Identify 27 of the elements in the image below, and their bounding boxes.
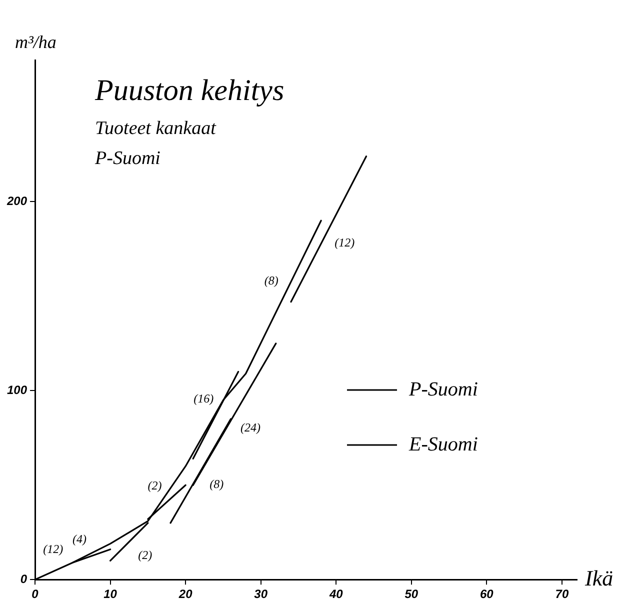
x-tick-label: 30 [254, 587, 268, 602]
annotation: (8) [210, 477, 224, 492]
annotation: P-Suomi [94, 148, 160, 169]
annotation: (8) [264, 273, 278, 288]
annotation: (2) [148, 478, 162, 492]
annotation: (4) [72, 532, 86, 546]
annotation: (12) [334, 235, 355, 250]
legend-label: E-Suomi [408, 433, 478, 456]
y-tick-label: 100 [6, 382, 28, 397]
legend-label: P-Suomi [408, 378, 478, 400]
x-tick-label: 50 [404, 587, 418, 602]
annotation: (16) [194, 391, 214, 406]
x-axis-title: Ikä [584, 565, 614, 590]
x-tick-label: 20 [178, 587, 193, 602]
x-tick-label: 40 [328, 587, 344, 602]
x-tick-label: 10 [104, 587, 118, 602]
annotation: (2) [138, 548, 152, 562]
x-tick-label: 60 [480, 587, 494, 602]
text: Tuoteet kankaat [95, 118, 217, 139]
y-tick-label: 0 [20, 572, 28, 586]
annotation: (24) [240, 420, 260, 434]
annotation: (12) [43, 542, 64, 556]
y-axis-title: m³/ha [15, 32, 56, 52]
y-tick-label: 200 [6, 194, 28, 208]
x-tick-label: 0 [32, 587, 39, 602]
x-tick-label: 70 [555, 587, 569, 602]
text: Puuston kehitys [94, 74, 284, 107]
